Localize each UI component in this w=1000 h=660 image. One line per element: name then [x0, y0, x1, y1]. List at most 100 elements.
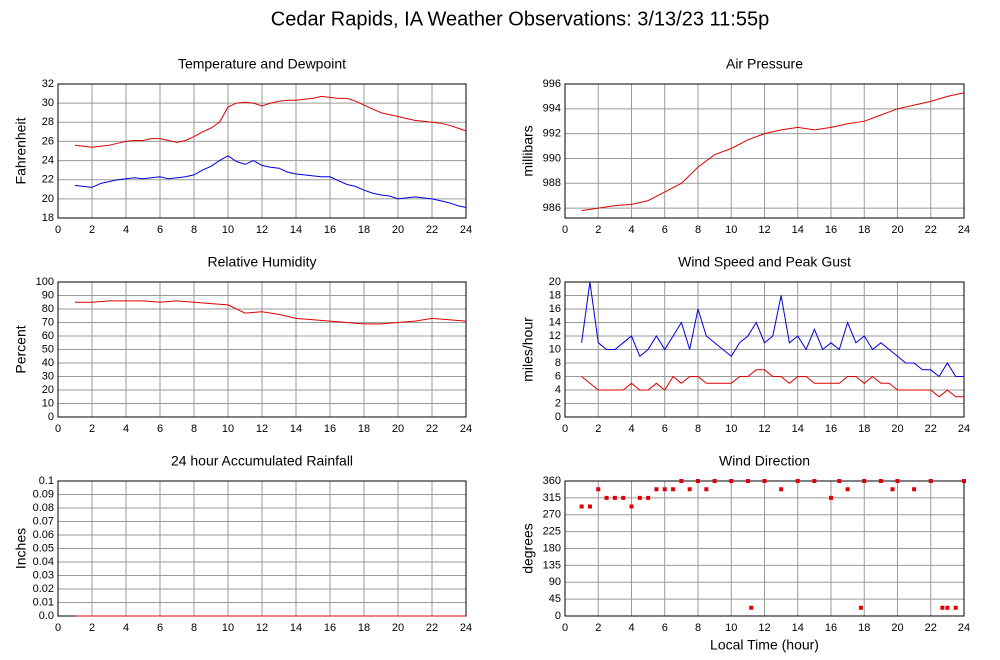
y-axis-label: Inches [13, 528, 29, 569]
x-tick-label: 8 [695, 224, 701, 236]
y-axis-label: Percent [13, 325, 29, 373]
x-tick-label: 22 [925, 224, 937, 236]
data-point [629, 504, 634, 509]
y-tick-label: 90 [42, 289, 54, 301]
data-point [696, 479, 700, 483]
y-axis-label: Fahrenheit [13, 117, 29, 184]
x-tick-label: 18 [358, 224, 370, 236]
x-tick-label: 14 [792, 423, 804, 435]
data-point [654, 487, 659, 492]
data-point [745, 479, 750, 483]
y-tick-label: 2 [555, 397, 561, 409]
y-tick-label: 0.07 [33, 515, 54, 527]
plot-frame [57, 281, 467, 418]
data-point [729, 479, 734, 483]
x-tick-label: 16 [825, 423, 837, 435]
x-tick-label: 14 [792, 224, 804, 236]
y-tick-label: 30 [42, 370, 54, 382]
y-tick-label: 0 [48, 411, 54, 423]
data-line [581, 281, 964, 378]
x-tick-label: 22 [426, 622, 438, 634]
x-tick-label: 14 [290, 622, 302, 634]
y-tick-label: 16 [549, 303, 561, 315]
y-tick-label: 0.02 [33, 583, 54, 595]
page-title: Cedar Rapids, IA Weather Observations: 3… [271, 8, 769, 30]
y-tick-label: 0.1 [39, 475, 54, 487]
y-tick-label: 22 [42, 174, 54, 186]
data-point [612, 495, 617, 500]
data-line [74, 155, 467, 208]
x-tick-label: 24 [958, 622, 970, 634]
data-point [890, 487, 895, 492]
x-tick-label: 8 [191, 224, 197, 236]
data-point [604, 495, 609, 500]
x-tick-label: 0 [55, 423, 61, 435]
x-tick-label: 14 [290, 423, 302, 435]
x-tick-label: 10 [725, 423, 737, 435]
data-point [953, 605, 958, 610]
x-tick-label: 24 [460, 423, 472, 435]
y-tick-label: 0.05 [33, 542, 54, 554]
x-tick-label: 0 [562, 423, 568, 435]
y-tick-label: 8 [555, 357, 561, 369]
subplot-title: Wind Speed and Peak Gust [678, 254, 851, 270]
x-tick-label: 16 [825, 622, 837, 634]
x-tick-label: 20 [891, 224, 903, 236]
x-tick-label: 2 [89, 622, 95, 634]
x-tick-label: 6 [157, 423, 163, 435]
y-tick-label: 20 [42, 384, 54, 396]
x-tick-label: 20 [891, 423, 903, 435]
data-point [749, 605, 754, 610]
x-tick-label: 24 [958, 224, 970, 236]
data-point [858, 605, 863, 610]
x-tick-label: 12 [256, 622, 268, 634]
y-tick-label: 45 [549, 593, 561, 605]
x-tick-label: 4 [628, 224, 634, 236]
x-tick-label: 16 [324, 423, 336, 435]
y-tick-label: 24 [42, 154, 54, 166]
x-tick-label: 4 [628, 423, 634, 435]
y-tick-label: 360 [543, 475, 561, 487]
y-tick-label: 992 [543, 128, 561, 140]
y-tick-label: 30 [42, 97, 54, 109]
y-tick-label: 994 [543, 103, 561, 115]
y-tick-label: 10 [42, 397, 54, 409]
data-point [621, 495, 626, 500]
subplot-title: Relative Humidity [208, 254, 317, 270]
x-tick-label: 4 [123, 423, 129, 435]
x-tick-label: 2 [595, 423, 601, 435]
y-tick-label: 0.0 [39, 610, 54, 622]
data-point [587, 504, 592, 509]
subplot-title: Temperature and Dewpoint [178, 56, 346, 72]
subplot-title: Air Pressure [726, 56, 803, 72]
x-tick-label: 24 [460, 224, 472, 236]
y-tick-label: 14 [549, 316, 561, 328]
x-tick-label: 10 [725, 224, 737, 236]
y-tick-label: 20 [42, 193, 54, 205]
data-point [812, 479, 817, 483]
x-tick-label: 18 [358, 622, 370, 634]
y-tick-label: 90 [549, 576, 561, 588]
y-tick-label: 0 [555, 610, 561, 622]
x-tick-label: 22 [925, 423, 937, 435]
x-tick-label: 14 [290, 224, 302, 236]
x-tick-label: 24 [958, 423, 970, 435]
y-tick-label: 18 [549, 289, 561, 301]
y-tick-label: 986 [543, 202, 561, 214]
y-tick-label: 996 [543, 78, 561, 90]
y-tick-label: 990 [543, 152, 561, 164]
x-tick-label: 8 [191, 622, 197, 634]
x-axis-label: Local Time (hour) [710, 637, 819, 653]
x-tick-label: 12 [758, 423, 770, 435]
x-tick-label: 24 [460, 622, 472, 634]
x-tick-label: 4 [123, 622, 129, 634]
x-tick-label: 18 [858, 622, 870, 634]
x-tick-label: 8 [695, 622, 701, 634]
y-tick-label: 225 [543, 526, 561, 538]
x-tick-label: 18 [358, 423, 370, 435]
y-axis-label: millibars [520, 125, 536, 176]
data-point [579, 504, 584, 509]
data-point [837, 479, 842, 483]
data-point [662, 487, 667, 492]
x-tick-label: 6 [157, 224, 163, 236]
